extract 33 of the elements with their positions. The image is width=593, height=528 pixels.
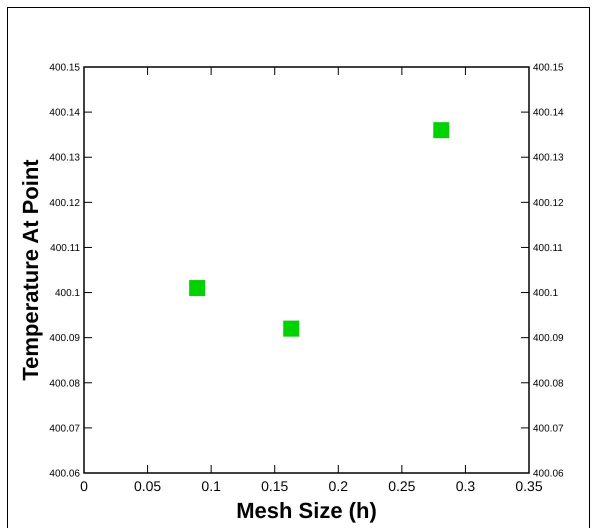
point: [433, 122, 450, 138]
y-tick-label: 400.07: [49, 423, 80, 434]
x-tick-label: 0.1: [201, 478, 222, 494]
y2-tick-label: 400.07: [533, 423, 564, 434]
y-tick-label: 400.13: [49, 152, 80, 164]
y-tick-label: 400.12: [49, 198, 80, 209]
x-tick-label: 0.25: [388, 478, 416, 494]
y-tick-label: 400.08: [49, 378, 80, 390]
y2-tick-label: 400.09: [533, 333, 564, 344]
y-tick-label: 400.1: [54, 288, 80, 300]
x-axis-title: Mesh Size (h): [236, 498, 377, 523]
x-tick-label: 0.15: [261, 478, 289, 494]
y-tick-label: 400.15: [49, 62, 80, 74]
x-tick-label: 0.3: [456, 478, 476, 494]
y2-tick-label: 400.11: [533, 242, 564, 254]
y2-tick-label: 400.14: [533, 108, 564, 119]
y2-tick-label: 400.06: [533, 468, 564, 480]
y-tick-label: 400.09: [49, 333, 80, 344]
y2-tick-label: 400.08: [533, 378, 564, 390]
y-tick-label: 400.14: [49, 108, 80, 119]
y2-tick-label: 400.15: [533, 62, 564, 74]
x-tick-label: 0.35: [515, 478, 543, 494]
x-tick-label: 0.2: [328, 478, 348, 494]
x-tick-label: 0.05: [134, 478, 162, 494]
y2-tick-label: 400.13: [533, 152, 564, 164]
y-tick-label: 400.11: [50, 242, 80, 254]
y2-tick-label: 400.12: [533, 198, 564, 209]
point: [189, 280, 206, 296]
x-tick-label: 0: [80, 478, 88, 494]
y-axis-title: Temperature At Point: [18, 158, 43, 381]
y2-tick-label: 400.1: [533, 288, 558, 300]
point: [283, 320, 300, 337]
y-tick-label: 400.06: [49, 468, 80, 480]
